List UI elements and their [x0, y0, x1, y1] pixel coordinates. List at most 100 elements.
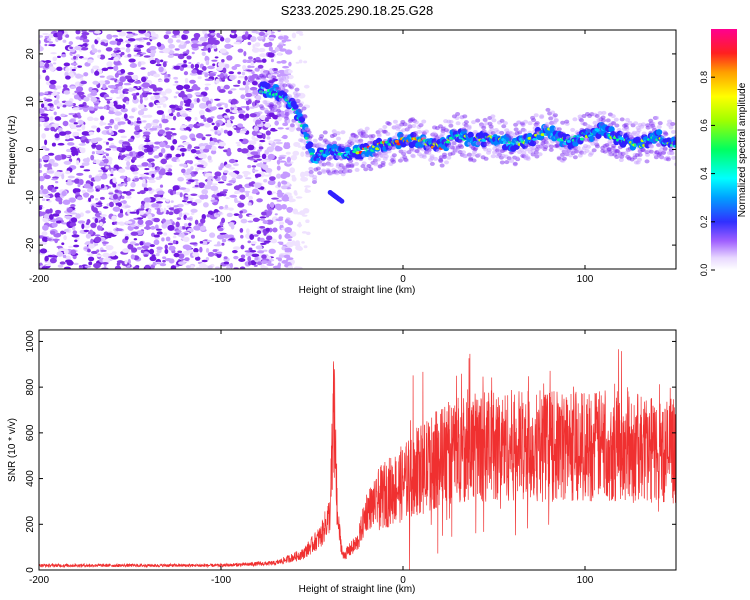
- heatmap-signal-cell: [306, 141, 314, 148]
- heatmap-noise-cell: [202, 30, 207, 35]
- heatmap-noise-cell: [143, 55, 151, 58]
- heatmap-noise-cell: [132, 171, 139, 175]
- heatmap-noise-cell: [205, 256, 210, 261]
- heatmap-noise-cell: [215, 266, 220, 269]
- heatmap-noise-cell: [233, 255, 239, 260]
- heatmap-noise-cell: [245, 105, 250, 111]
- heatmap-noise-cell: [185, 99, 191, 104]
- heatmap-noise-cell: [111, 215, 117, 221]
- heatmap-noise-cell: [93, 117, 99, 121]
- heatmap-noise-cell: [160, 148, 166, 154]
- heatmap-noise-cell: [82, 192, 90, 197]
- heatmap-noise-cell: [226, 183, 233, 186]
- heatmap-noise-cell: [204, 83, 212, 86]
- heatmap-noise-cell: [41, 231, 48, 236]
- heatmap-noise-cell: [220, 128, 224, 133]
- heatmap-noise-cell: [284, 49, 293, 55]
- heatmap-noise-cell: [144, 202, 150, 209]
- heatmap-noise-cell: [116, 50, 121, 53]
- heatmap-noise-cell: [91, 205, 95, 212]
- heatmap-noise-cell: [48, 200, 52, 203]
- colorbar-tick-label: 0.2: [699, 216, 709, 229]
- heatmap-halo-cell: [373, 160, 379, 165]
- heatmap-noise-cell: [90, 238, 94, 245]
- heatmap-noise-cell: [103, 105, 108, 110]
- colorbar-scale: [711, 29, 737, 270]
- heatmap-halo-cell: [618, 158, 624, 163]
- heatmap-noise-cell: [120, 108, 128, 113]
- heatmap-noise-cell: [216, 122, 220, 128]
- heatmap-noise-cell: [67, 175, 75, 179]
- heatmap-noise-cell: [170, 145, 175, 151]
- heatmap-halo-cell: [320, 168, 326, 173]
- heatmap-noise-cell: [94, 70, 100, 76]
- heatmap-halo-cell: [548, 147, 554, 152]
- heatmap-halo-cell: [363, 167, 369, 172]
- heatmap-halo-cell: [451, 114, 457, 119]
- heatmap-y-label: Frequency (Hz): [7, 116, 18, 185]
- heatmap-noise-cell: [100, 218, 104, 222]
- heatmap-noise-cell: [252, 188, 259, 194]
- heatmap-noise-cell: [224, 204, 229, 209]
- heatmap-halo-cell: [423, 129, 429, 134]
- heatmap-noise-cell: [151, 173, 155, 178]
- heatmap-noise-cell: [274, 46, 280, 52]
- heatmap-noise-cell: [91, 144, 97, 148]
- heatmap-noise-cell: [78, 55, 84, 59]
- heatmap-halo-cell: [597, 111, 603, 116]
- heatmap-noise-cell: [60, 230, 65, 235]
- heatmap-noise-cell: [117, 183, 124, 187]
- heatmap-noise-cell: [221, 59, 225, 63]
- heatmap-noise-cell: [49, 257, 57, 264]
- heatmap-noise-cell: [229, 115, 235, 120]
- heatmap-noise-cell: [155, 228, 163, 231]
- heatmap-noise-cell: [68, 138, 74, 141]
- heatmap-noise-cell: [62, 104, 67, 108]
- heatmap-noise-cell: [159, 184, 164, 188]
- heatmap-noise-cell: [112, 183, 117, 188]
- heatmap-noise-cell: [39, 108, 45, 114]
- heatmap-noise-cell: [261, 153, 267, 160]
- heatmap-noise-cell: [282, 134, 288, 140]
- heatmap-noise-cell: [78, 104, 85, 108]
- heatmap-noise-cell: [249, 113, 257, 118]
- heatmap-noise-cell: [80, 80, 87, 85]
- heatmap-noise-cell: [208, 73, 217, 77]
- heatmap-noise-cell: [144, 168, 150, 171]
- heatmap-halo-cell: [611, 121, 617, 126]
- heatmap-noise-cell: [98, 106, 104, 110]
- heatmap-noise-cell: [158, 66, 164, 73]
- heatmap-halo-cell: [298, 103, 304, 108]
- heatmap-noise-cell: [176, 84, 184, 91]
- heatmap-noise-cell: [63, 266, 72, 269]
- heatmap-noise-cell: [239, 131, 247, 134]
- heatmap-noise-cell: [81, 162, 90, 167]
- snr-series-line: [39, 349, 676, 570]
- heatmap-noise-cell: [168, 211, 174, 216]
- heatmap-noise-cell: [252, 217, 260, 223]
- heatmap-noise-cell: [281, 260, 288, 264]
- heatmap-noise-cell: [140, 249, 145, 254]
- heatmap-noise-cell: [228, 180, 237, 183]
- heatmap-noise-cell: [97, 54, 101, 59]
- heatmap-halo-cell: [312, 177, 318, 182]
- heatmap-noise-cell: [95, 254, 103, 257]
- heatmap-noise-cell: [42, 32, 49, 36]
- heatmap-noise-cell: [229, 262, 233, 269]
- heatmap-noise-cell: [239, 210, 243, 214]
- heatmap-noise-cell: [166, 155, 172, 158]
- heatmap-noise-cell: [68, 123, 76, 127]
- heatmap-halo-cell: [578, 118, 584, 123]
- heatmap-noise-cell: [75, 125, 82, 128]
- heatmap-noise-cell: [115, 104, 123, 110]
- heatmap-noise-cell: [181, 168, 186, 174]
- snr-y-ticks: 0 200 400 600 800 1000: [25, 330, 676, 573]
- heatmap-noise-cell: [61, 173, 65, 180]
- heatmap-noise-cell: [100, 167, 106, 170]
- heatmap-noise-cell: [286, 207, 294, 211]
- heatmap-noise-cell: [178, 226, 183, 231]
- heatmap-noise-cell: [158, 129, 166, 135]
- heatmap-noise-cell: [113, 124, 119, 130]
- heatmap-noise-cell: [136, 246, 142, 250]
- heatmap-peak-cell: [579, 137, 585, 141]
